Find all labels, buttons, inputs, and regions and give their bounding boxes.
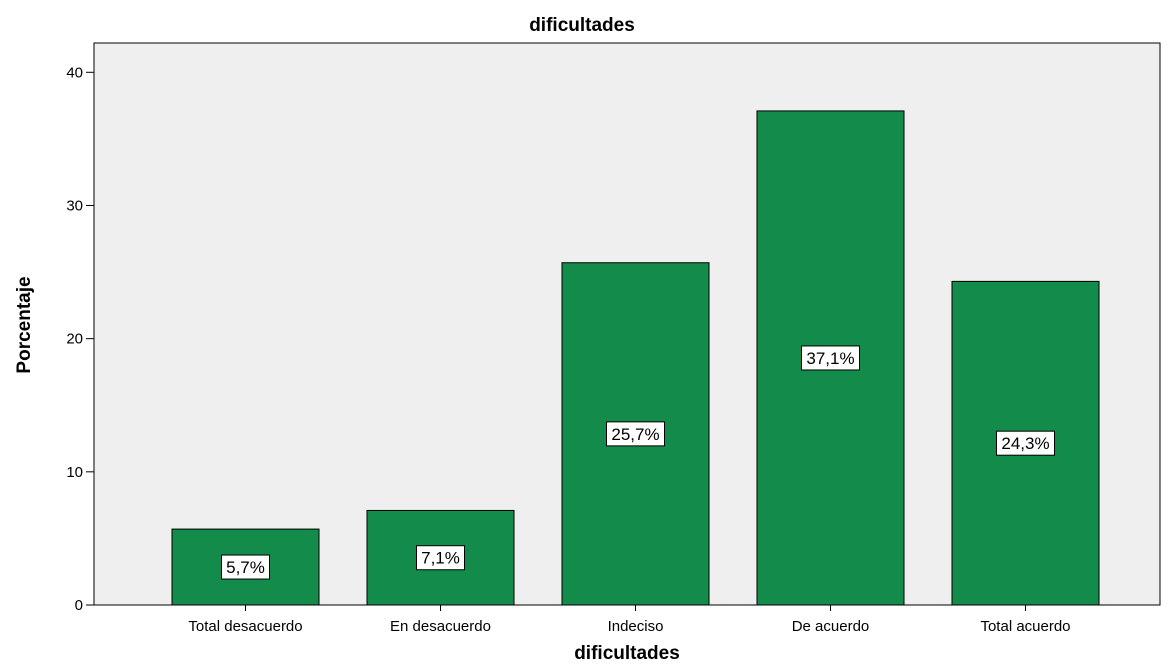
y-tick-label: 40 [66, 64, 83, 81]
x-tick-label: Total desacuerdo [188, 618, 302, 635]
x-axis: Total desacuerdo En desacuerdo Indeciso De … [188, 605, 1071, 635]
data-label-box [996, 430, 1055, 456]
x-tick-label: Indeciso [608, 618, 664, 635]
data-label-box [606, 421, 665, 447]
y-tick-label: 10 [66, 464, 83, 481]
bar-series: 5,7% 7,1% 25,7% 37,1% 24,3% [171, 110, 1100, 606]
y-axis: 0 10 20 30 40 [66, 64, 94, 614]
data-label: 24,3% [1001, 434, 1049, 453]
x-tick-label: En desacuerdo [390, 618, 491, 635]
y-tick-label: 20 [66, 331, 83, 348]
y-tick-label: 0 [75, 597, 83, 614]
y-tick-label: 30 [66, 197, 83, 214]
y-axis-title: Porcentaje [14, 276, 35, 373]
data-label: 7,1% [421, 549, 460, 568]
chart-title: dificultades [529, 15, 635, 36]
data-label: 37,1% [806, 349, 854, 368]
data-label-box [221, 554, 270, 580]
data-label-box [801, 345, 860, 371]
data-label-box [416, 545, 465, 571]
x-tick-label: De acuerdo [792, 618, 870, 635]
x-tick-label: Total acuerdo [980, 618, 1070, 635]
data-label: 5,7% [226, 558, 265, 577]
x-axis-title: dificultades [574, 643, 680, 664]
data-label: 25,7% [611, 425, 659, 444]
